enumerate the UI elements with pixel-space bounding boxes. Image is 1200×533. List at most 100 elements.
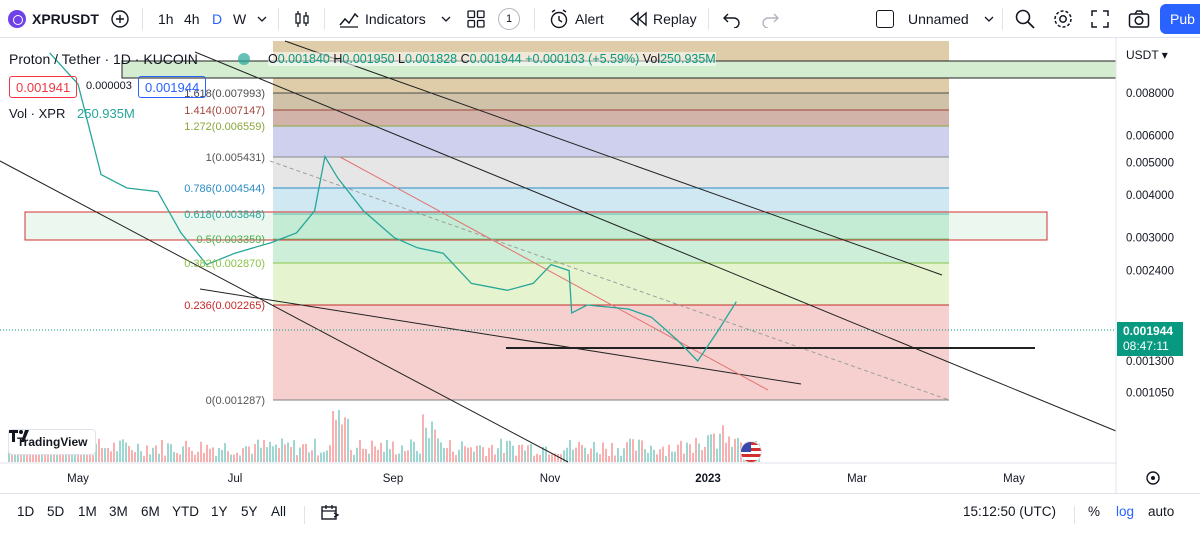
volume-bar — [542, 447, 544, 462]
top-toolbar: XPRUSDT 1h 4h D W Indicators 1 Alert Rep… — [0, 0, 1200, 38]
volume-bar — [443, 447, 445, 462]
sell-price-button[interactable]: 0.001941 — [9, 76, 78, 98]
volume-bar — [473, 451, 475, 462]
layout-selector[interactable]: Unnamed — [876, 0, 995, 38]
chart-pane[interactable]: 1.618(0.007993) 1.414(0.007147) 1.272(0.00… — [0, 38, 1200, 493]
volume-bar — [176, 452, 178, 462]
range-5d[interactable]: 5D — [47, 504, 65, 519]
compare-plus-icon — [111, 10, 129, 28]
volume-bar — [170, 444, 172, 462]
log-scale-toggle[interactable]: log — [1116, 504, 1135, 519]
indicators-dropdown[interactable] — [440, 0, 452, 38]
undo-button[interactable] — [722, 0, 742, 38]
chart-type-button[interactable] — [292, 0, 312, 38]
volume-bar — [461, 441, 463, 462]
range-ytd[interactable]: YTD — [172, 504, 199, 519]
interval-1h[interactable]: 1h — [158, 0, 174, 38]
symbol-search[interactable]: XPRUSDT — [8, 0, 99, 38]
snapshot-button[interactable] — [1128, 0, 1150, 38]
interval-w[interactable]: W — [233, 0, 246, 38]
replay-button[interactable]: Replay — [628, 0, 697, 38]
volume-bar — [347, 418, 349, 462]
volume-bar — [230, 454, 232, 462]
volume-bar — [65, 453, 67, 462]
date-range-button[interactable] — [320, 503, 340, 526]
fib-level-label: 0(0.001287) — [206, 395, 265, 407]
search-button[interactable] — [1014, 0, 1036, 38]
range-1d[interactable]: 1D — [17, 504, 35, 519]
redo-button[interactable] — [760, 0, 780, 38]
range-3m[interactable]: 3M — [109, 504, 128, 519]
axis-settings-button[interactable] — [1146, 471, 1160, 485]
clock-time[interactable]: 15:12:50 (UTC) — [963, 504, 1057, 519]
volume-bar — [302, 444, 304, 462]
alert-button[interactable]: Alert — [548, 0, 604, 38]
volume-bar — [428, 438, 430, 462]
buy-price-button[interactable]: 0.001944 — [138, 76, 207, 98]
auto-scale-toggle[interactable]: auto — [1148, 504, 1175, 519]
volume-bar — [437, 438, 439, 462]
current-price-badge: 0.001944 08:47:11 — [1117, 322, 1183, 356]
volume-bar — [362, 448, 364, 462]
volume-bar — [380, 442, 382, 462]
volume-bar — [701, 450, 703, 462]
range-1m[interactable]: 1M — [78, 504, 97, 519]
volume-bar — [659, 449, 661, 462]
indicators-icon — [339, 12, 359, 28]
volume-bar — [671, 451, 673, 462]
percent-scale-toggle[interactable]: % — [1088, 504, 1101, 519]
volume-bar — [92, 455, 94, 462]
descending-red-line — [339, 156, 769, 391]
volume-bar — [638, 439, 640, 462]
volume-bar — [731, 446, 733, 462]
volume-bar — [734, 438, 736, 462]
publish-button[interactable]: Pub — [1160, 4, 1200, 34]
interval-4h[interactable]: 4h — [184, 0, 200, 38]
range-all[interactable]: All — [271, 504, 287, 519]
volume-bar — [704, 446, 706, 462]
volume-bar — [587, 454, 589, 462]
alert-label: Alert — [575, 11, 604, 27]
vol-label: Vol — [642, 52, 661, 66]
volume-bar — [329, 445, 331, 462]
volume-bar — [527, 445, 529, 462]
settings-button[interactable] — [1052, 0, 1074, 38]
volume-bar — [125, 442, 127, 462]
fullscreen-icon — [1091, 10, 1109, 28]
volume-bar — [407, 450, 409, 462]
volume-bar — [368, 453, 370, 462]
volume-bar — [239, 455, 241, 462]
volume-bar — [173, 451, 175, 462]
close-value: 0.001944 — [469, 52, 522, 66]
volume-bar — [677, 444, 679, 462]
publish-label: Pub — [1170, 11, 1195, 27]
volume-bar — [692, 452, 694, 462]
price-chart[interactable]: 1.618(0.007993)1.414(0.007147)1.272(0.00… — [0, 38, 1200, 493]
volume-bar — [275, 444, 277, 462]
compare-button[interactable] — [110, 0, 130, 38]
templates-count-badge[interactable]: 1 — [498, 0, 520, 38]
replay-icon — [629, 11, 647, 27]
range-1y[interactable]: 1Y — [211, 504, 228, 519]
volume-bar — [656, 454, 658, 462]
volume-bar — [707, 435, 709, 462]
volume-bar — [653, 449, 655, 462]
gear-icon — [1054, 10, 1072, 28]
volume-bar — [719, 433, 721, 462]
currency-selector[interactable]: USDT ▾ — [1126, 48, 1168, 62]
volume-bar — [236, 452, 238, 462]
time-tick-label: Jul — [228, 473, 243, 485]
layouts-button[interactable] — [466, 0, 486, 38]
fullscreen-button[interactable] — [1090, 0, 1110, 38]
indicators-button[interactable]: Indicators — [338, 0, 426, 38]
interval-d[interactable]: D — [212, 0, 222, 38]
volume-bar — [695, 437, 697, 462]
range-6m[interactable]: 6M — [141, 504, 160, 519]
bar-countdown: 08:47:11 — [1123, 339, 1169, 353]
volume-bar — [680, 440, 682, 462]
interval-dropdown[interactable] — [256, 0, 268, 38]
volume-bar — [548, 454, 550, 462]
volume-bar — [419, 453, 421, 462]
range-5y[interactable]: 5Y — [241, 504, 258, 519]
volume-bar — [374, 446, 376, 462]
